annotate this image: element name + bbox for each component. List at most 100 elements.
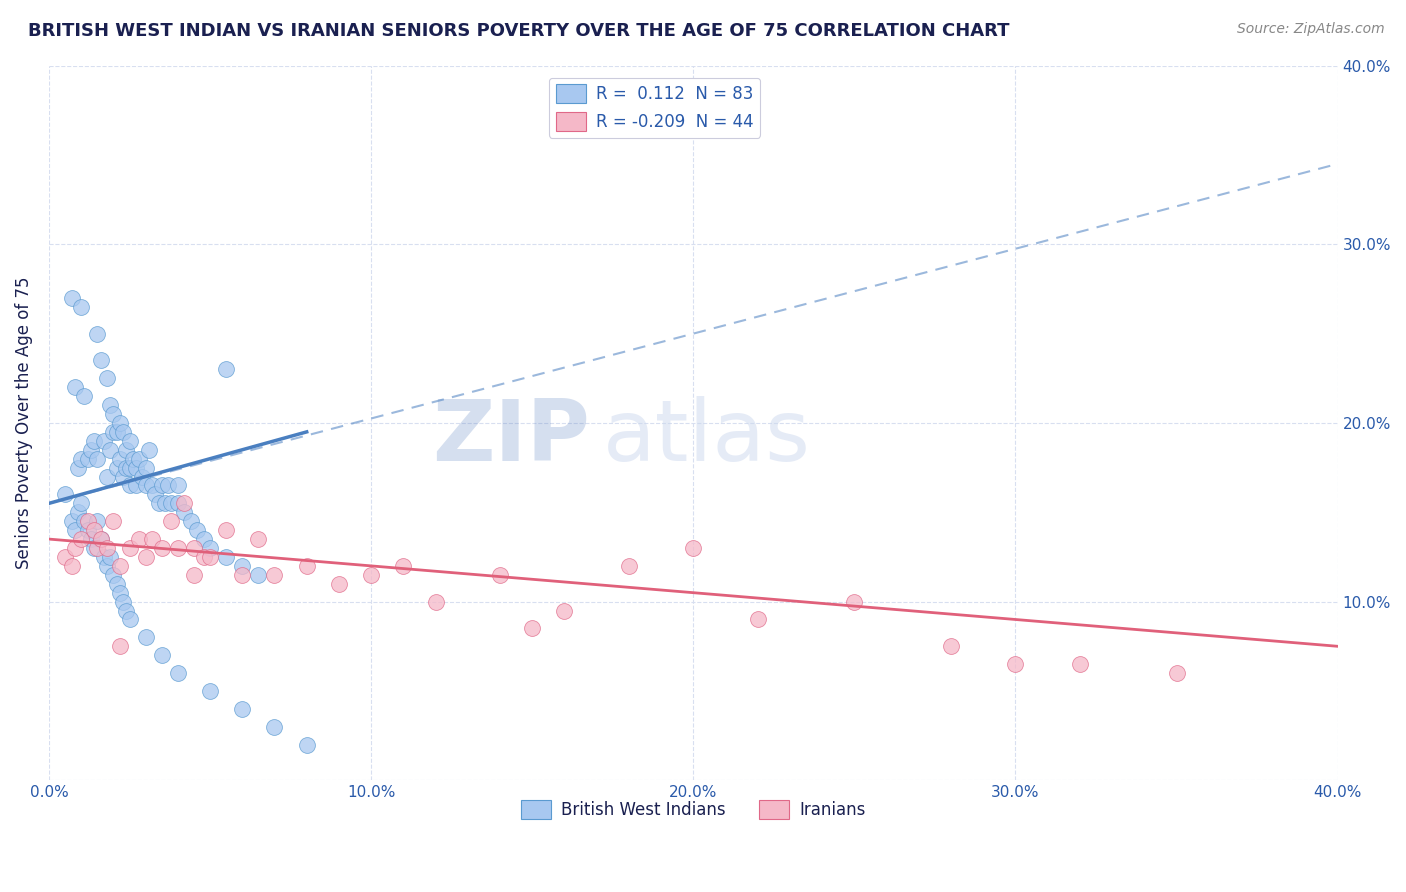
Point — [135, 478, 157, 492]
Point — [180, 514, 202, 528]
Point — [173, 505, 195, 519]
Point — [70, 451, 93, 466]
Point — [153, 496, 176, 510]
Point — [118, 612, 141, 626]
Point — [215, 523, 238, 537]
Point — [73, 514, 96, 528]
Point — [263, 567, 285, 582]
Point — [98, 398, 121, 412]
Point — [522, 622, 544, 636]
Text: ZIP: ZIP — [433, 396, 591, 479]
Point — [150, 541, 173, 555]
Point — [1069, 657, 1091, 672]
Point — [118, 434, 141, 448]
Point — [89, 532, 111, 546]
Point — [128, 532, 150, 546]
Point — [108, 640, 131, 654]
Point — [112, 425, 135, 439]
Point — [73, 389, 96, 403]
Point — [247, 567, 270, 582]
Point — [166, 496, 188, 510]
Point — [63, 523, 86, 537]
Point — [118, 478, 141, 492]
Point — [70, 532, 93, 546]
Point — [166, 478, 188, 492]
Point — [125, 460, 148, 475]
Point — [63, 541, 86, 555]
Point — [108, 558, 131, 573]
Point — [76, 514, 98, 528]
Point — [60, 514, 83, 528]
Point — [80, 442, 103, 457]
Point — [143, 487, 166, 501]
Point — [105, 576, 128, 591]
Point — [157, 478, 180, 492]
Legend: British West Indians, Iranians: British West Indians, Iranians — [515, 793, 872, 826]
Point — [80, 532, 103, 546]
Point — [186, 523, 208, 537]
Point — [328, 576, 350, 591]
Point — [86, 541, 108, 555]
Y-axis label: Seniors Poverty Over the Age of 75: Seniors Poverty Over the Age of 75 — [15, 277, 32, 569]
Point — [98, 442, 121, 457]
Point — [112, 594, 135, 608]
Point — [83, 434, 105, 448]
Point — [70, 496, 93, 510]
Point — [392, 558, 415, 573]
Point — [682, 541, 704, 555]
Text: Source: ZipAtlas.com: Source: ZipAtlas.com — [1237, 22, 1385, 37]
Point — [844, 594, 866, 608]
Point — [66, 460, 89, 475]
Point — [96, 558, 118, 573]
Point — [63, 380, 86, 394]
Point — [103, 567, 125, 582]
Point — [108, 451, 131, 466]
Point — [160, 496, 183, 510]
Point — [125, 478, 148, 492]
Point — [193, 532, 215, 546]
Point — [103, 407, 125, 421]
Text: BRITISH WEST INDIAN VS IRANIAN SENIORS POVERTY OVER THE AGE OF 75 CORRELATION CH: BRITISH WEST INDIAN VS IRANIAN SENIORS P… — [28, 22, 1010, 40]
Point — [53, 487, 76, 501]
Point — [89, 353, 111, 368]
Point — [231, 558, 253, 573]
Point — [66, 505, 89, 519]
Point — [86, 326, 108, 341]
Point — [108, 585, 131, 599]
Point — [135, 631, 157, 645]
Point — [135, 549, 157, 564]
Point — [108, 416, 131, 430]
Point — [1004, 657, 1026, 672]
Point — [141, 478, 163, 492]
Point — [295, 738, 318, 752]
Point — [1166, 666, 1188, 681]
Point — [141, 532, 163, 546]
Point — [231, 702, 253, 716]
Point — [86, 451, 108, 466]
Point — [96, 541, 118, 555]
Point — [93, 549, 115, 564]
Point — [98, 549, 121, 564]
Point — [93, 434, 115, 448]
Point — [112, 469, 135, 483]
Point — [115, 442, 138, 457]
Point — [60, 291, 83, 305]
Point — [939, 640, 962, 654]
Point — [115, 460, 138, 475]
Point — [553, 603, 575, 617]
Point — [198, 684, 221, 698]
Point — [173, 496, 195, 510]
Point — [76, 523, 98, 537]
Text: atlas: atlas — [603, 396, 811, 479]
Point — [115, 603, 138, 617]
Point — [131, 469, 153, 483]
Point — [166, 666, 188, 681]
Point — [160, 514, 183, 528]
Point — [183, 541, 205, 555]
Point — [150, 648, 173, 663]
Point — [198, 549, 221, 564]
Point — [121, 451, 143, 466]
Point — [215, 549, 238, 564]
Point — [53, 549, 76, 564]
Point — [148, 496, 170, 510]
